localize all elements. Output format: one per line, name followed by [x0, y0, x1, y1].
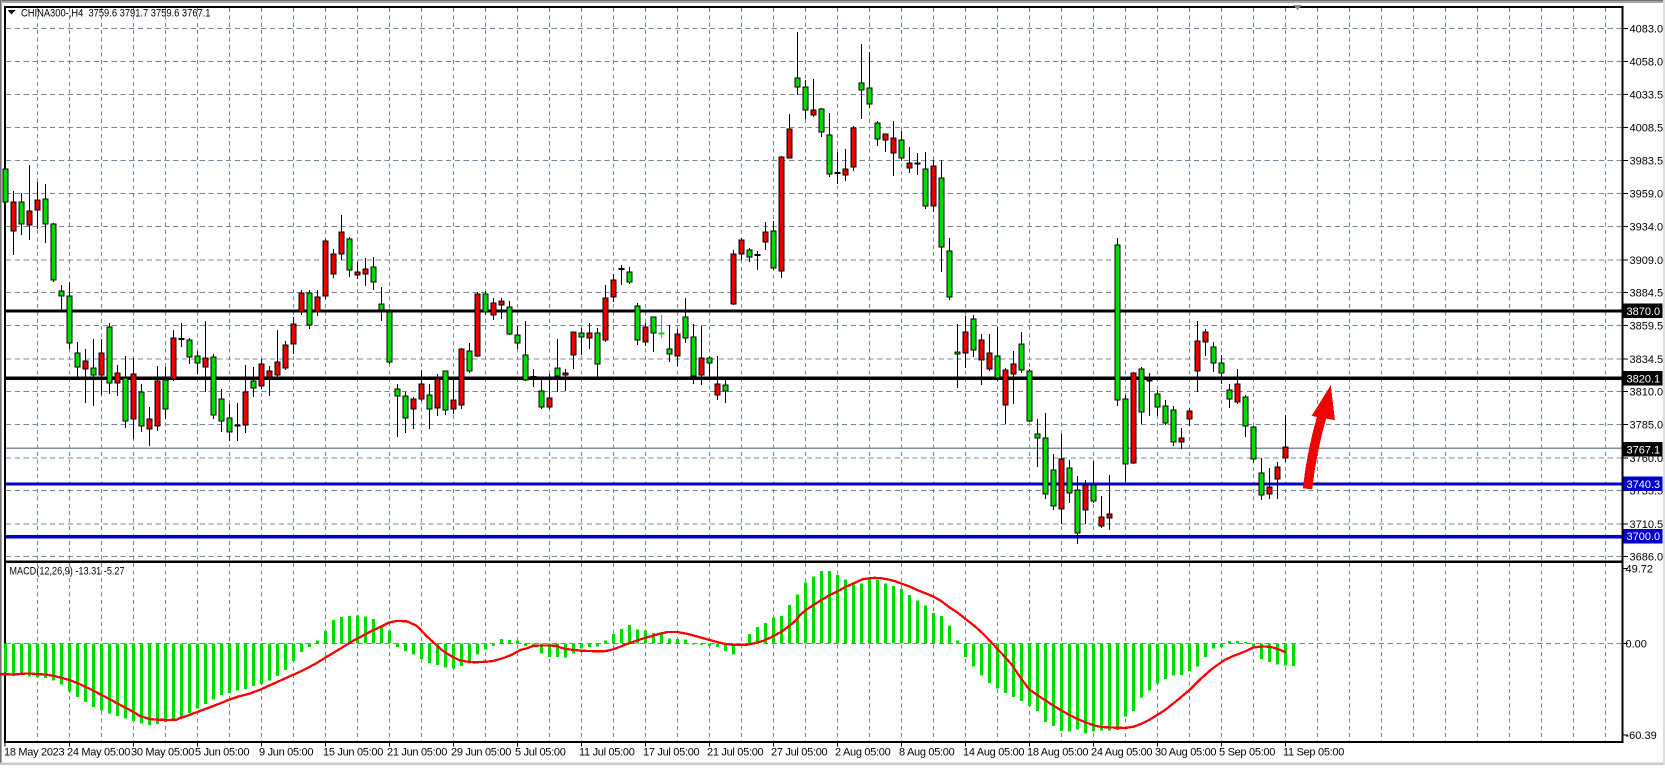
svg-text:4058.0: 4058.0 [1630, 57, 1664, 69]
svg-text:24 May 05:00: 24 May 05:00 [67, 747, 130, 759]
svg-text:2 Aug 05:00: 2 Aug 05:00 [835, 747, 891, 759]
svg-text:3740.3: 3740.3 [1627, 479, 1661, 491]
svg-text:3686.0: 3686.0 [1630, 551, 1664, 563]
svg-text:3785.0: 3785.0 [1630, 420, 1664, 432]
svg-text:3810.0: 3810.0 [1630, 387, 1664, 399]
svg-text:15 Jun 05:00: 15 Jun 05:00 [323, 747, 383, 759]
svg-text:3820.1: 3820.1 [1627, 373, 1661, 385]
svg-text:8 Aug 05:00: 8 Aug 05:00 [899, 747, 955, 759]
svg-text:30 May 05:00: 30 May 05:00 [131, 747, 194, 759]
svg-text:4033.5: 4033.5 [1630, 89, 1664, 101]
svg-text:30 Aug 05:00: 30 Aug 05:00 [1155, 747, 1216, 759]
svg-text:3959.0: 3959.0 [1630, 188, 1664, 200]
svg-text:29 Jun 05:00: 29 Jun 05:00 [451, 747, 511, 759]
svg-text:3859.5: 3859.5 [1630, 321, 1664, 333]
svg-text:0.00: 0.00 [1626, 638, 1647, 650]
svg-text:3710.5: 3710.5 [1630, 519, 1664, 531]
svg-text:3934.0: 3934.0 [1630, 222, 1664, 234]
svg-text:4008.5: 4008.5 [1630, 123, 1664, 135]
svg-text:14 Aug 05:00: 14 Aug 05:00 [963, 747, 1024, 759]
svg-text:-60.39: -60.39 [1626, 730, 1657, 742]
svg-text:24 Aug 05:00: 24 Aug 05:00 [1091, 747, 1152, 759]
svg-text:3983.5: 3983.5 [1630, 156, 1664, 168]
svg-text:4083.0: 4083.0 [1630, 23, 1664, 35]
svg-text:3909.0: 3909.0 [1630, 255, 1664, 267]
svg-text:17 Jul 05:00: 17 Jul 05:00 [643, 747, 700, 759]
svg-text:5 Jul 05:00: 5 Jul 05:00 [515, 747, 566, 759]
svg-text:CHINA300-,H4 3759.6 3791.7 37: CHINA300-,H4 3759.6 3791.7 3759.6 3767.1 [21, 8, 211, 20]
svg-text:5 Jun 05:00: 5 Jun 05:00 [195, 747, 249, 759]
svg-text:5 Sep 05:00: 5 Sep 05:00 [1219, 747, 1275, 759]
svg-text:21 Jul 05:00: 21 Jul 05:00 [707, 747, 764, 759]
svg-text:49.72: 49.72 [1626, 564, 1654, 576]
svg-text:3834.5: 3834.5 [1630, 354, 1664, 366]
svg-text:3870.0: 3870.0 [1627, 306, 1661, 318]
svg-text:27 Jul 05:00: 27 Jul 05:00 [771, 747, 828, 759]
svg-text:9 Jun 05:00: 9 Jun 05:00 [259, 747, 313, 759]
svg-text:3700.0: 3700.0 [1627, 531, 1661, 543]
svg-text:11 Jul 05:00: 11 Jul 05:00 [579, 747, 635, 759]
svg-text:18 Aug 05:00: 18 Aug 05:00 [1027, 747, 1088, 759]
svg-text:18 May 2023: 18 May 2023 [4, 747, 64, 759]
svg-text:3767.1: 3767.1 [1627, 444, 1661, 456]
svg-text:11 Sep 05:00: 11 Sep 05:00 [1283, 747, 1344, 759]
svg-text:MACD(12,26,9) -13.31 -5.27: MACD(12,26,9) -13.31 -5.27 [9, 566, 124, 578]
svg-text:3884.5: 3884.5 [1630, 287, 1664, 299]
svg-text:21 Jun 05:00: 21 Jun 05:00 [387, 747, 447, 759]
